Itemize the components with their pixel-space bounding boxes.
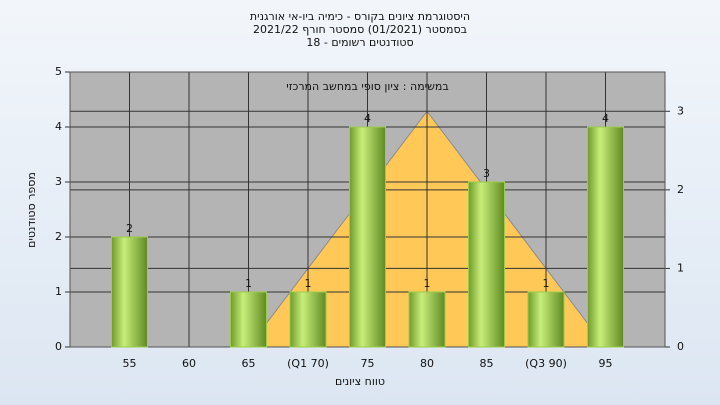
chart-subtitle: בסמסטר (01/2021) סמסטר חורף 2021/22 [253,23,467,36]
x-tick-label: 85 [480,357,494,370]
x-tick-label: 75 [361,357,375,370]
data-label: 1 [305,277,312,290]
data-label: 3 [483,167,490,180]
data-label: 4 [602,112,609,125]
y-axis-label: מספר סטודנטים [25,172,38,248]
y-tick-label: 2 [55,230,62,243]
y2-tick-label: 3 [677,104,684,117]
bar [468,181,505,348]
y2-tick-label: 1 [677,261,684,274]
x-axis-label: טווח ציונים [335,375,385,388]
x-tick-label: (Q1 70) [287,357,329,370]
x-tick-label: 60 [182,357,196,370]
x-tick-label: 80 [420,357,434,370]
chart-title: היסטוגרמת ציונים בקורס - כימיה ביו-אי או… [250,10,470,23]
x-tick-label: (Q3 90) [525,357,567,370]
bar [587,126,624,348]
bar [111,236,148,348]
y2-tick-label: 0 [677,340,684,353]
bar [349,126,386,348]
annotation: במשימה : ציון סופי במחשב המרכזי [286,80,449,93]
bar [408,291,446,348]
data-label: 1 [424,277,431,290]
data-label: 1 [245,277,252,290]
data-label: 4 [364,112,371,125]
bar [527,291,565,348]
y2-tick-label: 2 [677,183,684,196]
y-tick-label: 4 [55,120,62,133]
x-tick-label: 55 [123,357,137,370]
x-tick-label: 95 [599,357,613,370]
y-tick-label: 3 [55,175,62,188]
y-tick-label: 1 [55,285,62,298]
bar [289,291,327,348]
y-tick-label: 0 [55,340,62,353]
data-label: 1 [543,277,550,290]
y-tick-label: 5 [55,65,62,78]
chart-subtitle: סטודנטים רשומים - 18 [306,36,413,49]
x-tick-label: 65 [242,357,256,370]
data-label: 2 [126,222,133,235]
bar [230,291,267,348]
